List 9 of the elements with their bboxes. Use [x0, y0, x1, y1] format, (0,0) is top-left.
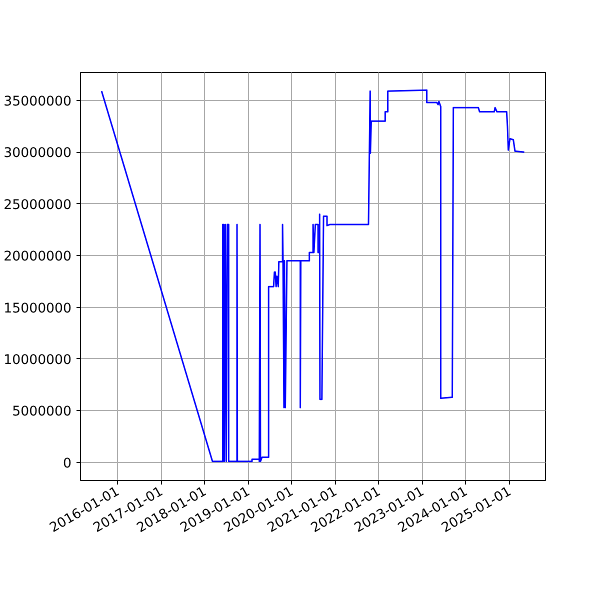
y-tick-label: 15000000	[4, 301, 72, 316]
y-tick-label: 10000000	[4, 352, 72, 368]
y-tick-label: 30000000	[4, 146, 72, 162]
y-tick-label: 35000000	[4, 94, 72, 110]
y-tick-label: 25000000	[4, 198, 72, 213]
line-series	[100, 89, 526, 462]
y-tick-label: 20000000	[4, 250, 72, 265]
y-tick-label: 5000000	[12, 404, 72, 420]
y-tick-label: 0	[63, 456, 72, 472]
